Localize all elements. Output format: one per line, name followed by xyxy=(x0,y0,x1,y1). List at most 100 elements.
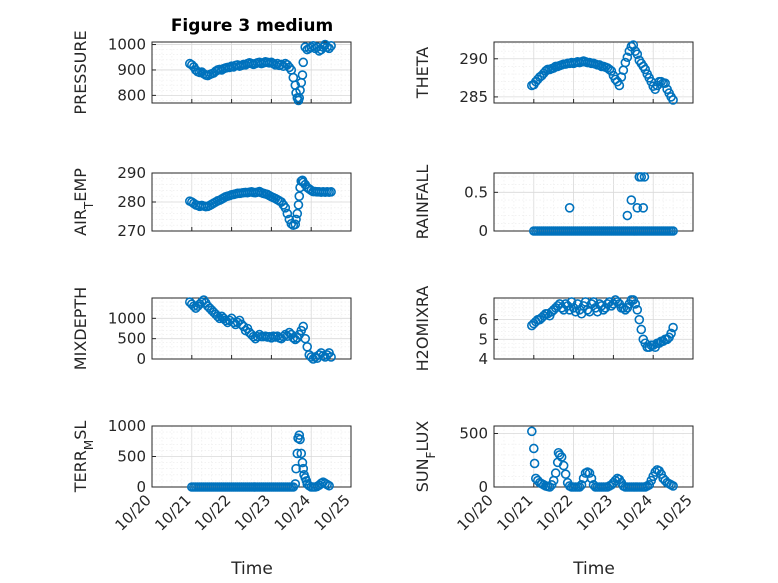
data-point xyxy=(622,210,633,221)
data-point xyxy=(586,473,597,484)
data-point xyxy=(636,324,647,335)
y-tick-label: 6 xyxy=(478,311,488,329)
data-point xyxy=(666,328,676,339)
data-point xyxy=(280,203,291,213)
data-point xyxy=(558,460,569,471)
axes-h2omixra: 4 56 H2OMIXRA xyxy=(413,286,694,372)
y-tick-label: 285 xyxy=(459,88,488,106)
axes-box-mixdepth xyxy=(151,297,352,360)
axes-rainfall: 0 0.5 RAINFALL xyxy=(413,165,694,240)
data-point xyxy=(588,297,599,307)
series-pressure xyxy=(185,39,336,106)
data-point xyxy=(284,62,295,73)
x-axis-label-right: Time xyxy=(572,559,615,579)
x-tick-label: 10/25 xyxy=(653,491,696,534)
x-tick-label: 10/22 xyxy=(191,491,234,534)
y-axis-label-h2omixra: H2OMIXRA xyxy=(413,286,432,372)
series-air_temp xyxy=(185,175,336,230)
data-point xyxy=(292,448,303,459)
x-tick-label: 10/22 xyxy=(533,491,576,534)
x-tick-label: 10/23 xyxy=(573,491,616,534)
data-point xyxy=(614,80,625,91)
data-point xyxy=(297,457,308,468)
data-point xyxy=(566,297,577,307)
subplot-grid: 800 900 1000 PRESSURE 285 290 THETA 270 280 290 AI… xyxy=(71,30,696,534)
axes-mixdepth: 0 500 1000 MIXDEPTH xyxy=(71,287,352,370)
data-point xyxy=(308,41,318,51)
x-tick-label: 10/24 xyxy=(271,491,314,534)
x-tick-label: 10/20 xyxy=(454,491,497,534)
data-point xyxy=(630,299,641,309)
data-point xyxy=(576,480,587,490)
data-point xyxy=(188,301,199,311)
y-tick-label: 4 xyxy=(478,350,488,368)
y-tick-label: 1000 xyxy=(108,417,146,435)
data-point xyxy=(640,64,651,75)
data-point xyxy=(560,469,571,479)
data-point xyxy=(554,450,565,460)
data-point xyxy=(290,219,301,230)
y-tick-label: 800 xyxy=(117,86,146,104)
axes-pressure: 800 900 1000 PRESSURE xyxy=(71,30,352,115)
data-point xyxy=(564,203,575,213)
data-point xyxy=(650,467,660,477)
series-rainfall xyxy=(528,172,678,236)
y-axis-label-theta: THETA xyxy=(413,47,432,99)
x-tick-label: 10/25 xyxy=(311,491,354,534)
y-tick-label: 270 xyxy=(117,222,146,240)
series-h2omixra xyxy=(527,295,678,352)
y-tick-label: 0 xyxy=(478,478,488,496)
x-tick-label: 10/23 xyxy=(231,491,274,534)
y-tick-label: 0.5 xyxy=(464,183,488,201)
data-point xyxy=(622,52,633,63)
data-point xyxy=(634,314,645,325)
plot-area-theta xyxy=(493,41,694,104)
series-terrain xyxy=(187,430,334,492)
x-tick-label: 10/20 xyxy=(112,491,155,534)
x-tick-label: 10/24 xyxy=(613,491,656,534)
axes-theta: 285 290 THETA xyxy=(413,40,694,106)
y-axis-label-mixdepth: MIXDEPTH xyxy=(71,287,90,370)
data-point xyxy=(212,311,223,322)
data-point xyxy=(295,434,305,445)
data-point xyxy=(214,313,225,324)
data-point xyxy=(326,352,336,362)
y-axis-label-air_temp: AIRTEMP xyxy=(71,168,96,236)
y-tick-label: 500 xyxy=(117,448,146,466)
data-point xyxy=(290,479,301,489)
y-tick-label: 900 xyxy=(117,61,146,79)
data-point xyxy=(294,430,305,440)
data-point xyxy=(296,448,307,459)
data-point xyxy=(639,172,650,182)
figure-title: Figure 3 medium xyxy=(171,16,333,36)
y-tick-label: 0 xyxy=(136,478,146,496)
y-tick-label: 280 xyxy=(117,193,146,211)
y-tick-label: 290 xyxy=(117,164,146,182)
data-point xyxy=(668,226,678,236)
data-point xyxy=(574,482,585,492)
y-tick-label: 0 xyxy=(136,350,146,368)
data-point xyxy=(668,481,678,491)
data-point xyxy=(291,463,301,474)
axes-air_temp: 270 280 290 AIRTEMP xyxy=(71,164,352,240)
data-point xyxy=(528,443,539,454)
data-point xyxy=(324,43,334,54)
y-tick-label: 500 xyxy=(117,330,146,348)
data-point xyxy=(529,458,540,469)
y-axis-label-pressure: PRESSURE xyxy=(71,30,90,114)
data-point xyxy=(584,468,595,478)
data-point xyxy=(291,214,301,225)
series-mixdepth xyxy=(185,295,336,364)
y-axis-label-terrain: TERRMSL xyxy=(71,421,96,494)
axes-box-pressure xyxy=(151,41,352,104)
data-point xyxy=(324,480,334,491)
y-tick-label: 500 xyxy=(459,424,488,442)
data-point xyxy=(638,203,649,213)
data-point xyxy=(292,208,303,219)
y-tick-label: 5 xyxy=(478,330,488,348)
data-point xyxy=(298,463,309,474)
data-point xyxy=(606,66,617,76)
data-point xyxy=(276,59,287,70)
